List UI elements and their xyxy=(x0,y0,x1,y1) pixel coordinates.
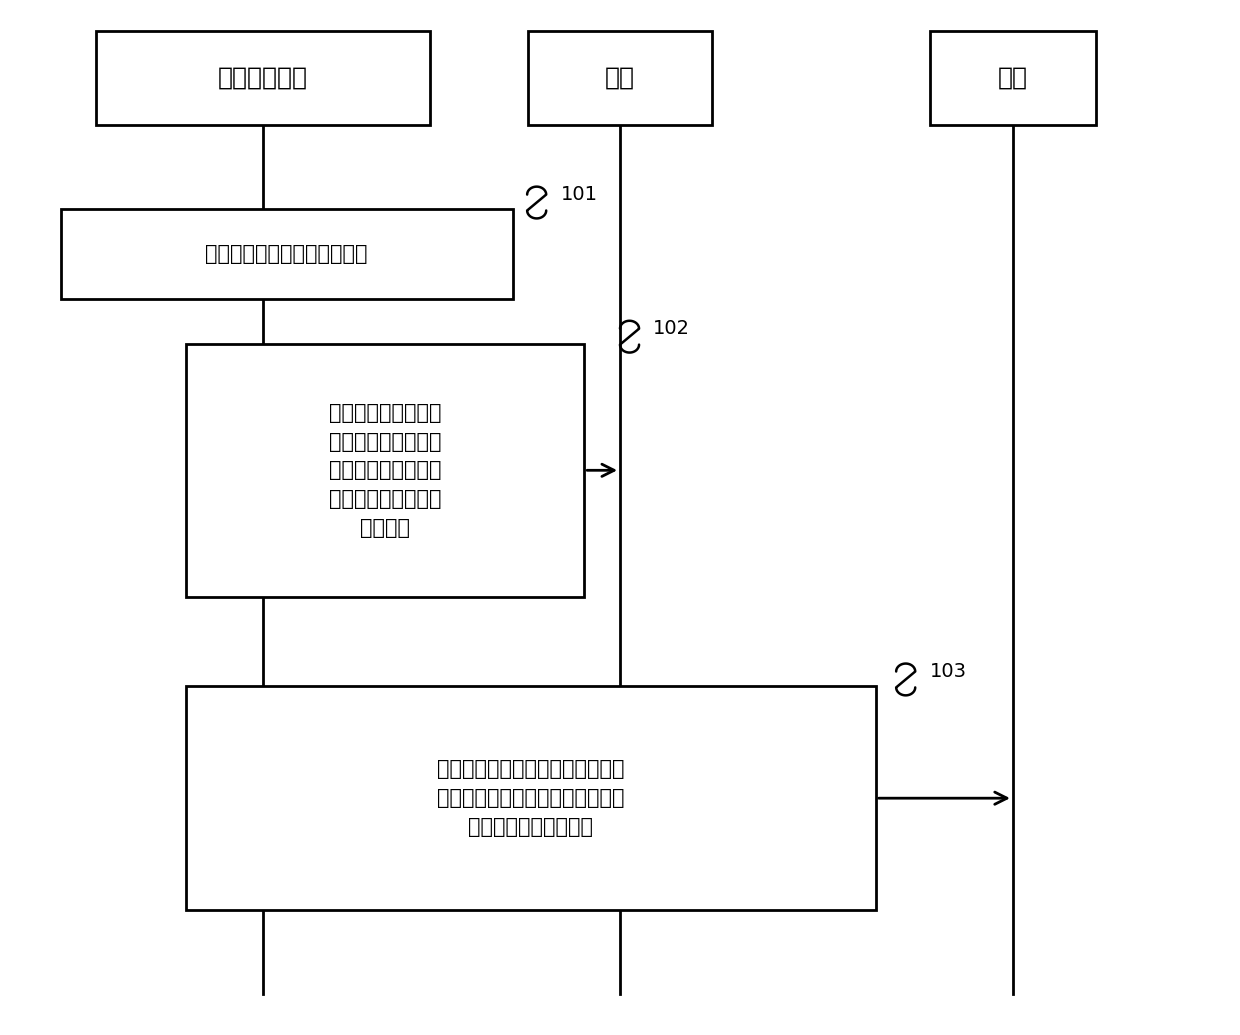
Text: 103: 103 xyxy=(930,662,966,681)
Bar xyxy=(97,31,429,125)
Text: 终端: 终端 xyxy=(605,66,635,90)
Bar xyxy=(528,31,712,125)
Bar xyxy=(186,686,875,910)
Text: 102: 102 xyxy=(653,319,691,338)
Text: 中继收发节点: 中继收发节点 xyxy=(218,66,308,90)
Bar xyxy=(930,31,1096,125)
Text: 根据第二资源组包括的资源单元与
第二波束组中的波束的对应关系发
送第二波束组中的波束: 根据第二资源组包括的资源单元与 第二波束组中的波束的对应关系发 送第二波束组中的… xyxy=(436,760,625,837)
Text: 根据第一资源组包括
的资源单元与第一波
束组中的波束的对应
关系发送第一波束组
中的波束: 根据第一资源组包括 的资源单元与第一波 束组中的波束的对应 关系发送第一波束组 … xyxy=(329,403,441,538)
Text: 基站: 基站 xyxy=(998,66,1028,90)
Bar xyxy=(61,209,513,299)
Text: 101: 101 xyxy=(560,185,598,204)
Bar xyxy=(186,344,584,597)
Text: 确定第一资源组和第二资源组: 确定第一资源组和第二资源组 xyxy=(206,244,368,264)
